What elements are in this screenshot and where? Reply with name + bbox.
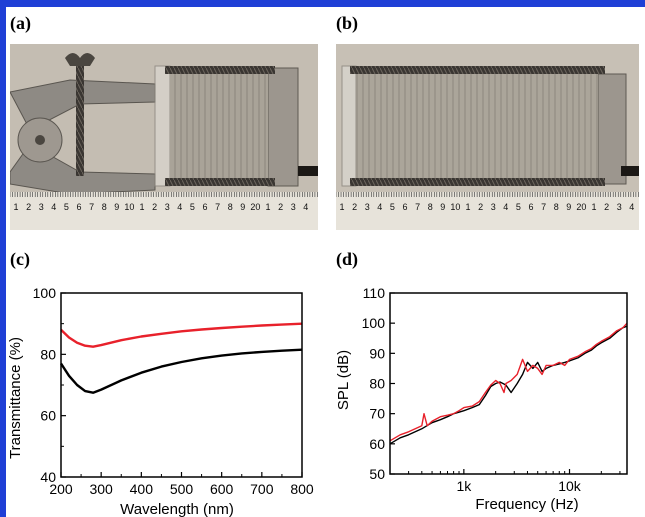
photo-a-ruler-number: 8 [102, 202, 107, 212]
panel-label-a: (a) [10, 13, 31, 33]
frame-top-bar [0, 0, 645, 7]
photo-a-ruler-number: 6 [76, 202, 81, 212]
chart-d-series-line-1 [389, 322, 628, 442]
photo-a-ruler-number: 9 [114, 202, 119, 212]
photo-b: 1 2 3 4 5 6 7 8 9 10 1 2 3 4 5 6 7 8 9 20 1 2 3 4 [336, 44, 639, 230]
photo-b-ruler-number: 9 [440, 202, 445, 212]
chart-d-ytick-label: 80 [369, 376, 385, 392]
photo-a-ruler-number: 20 [250, 202, 260, 212]
chart-d-series-line-0 [389, 325, 628, 445]
chart-c-ytick-label: 60 [40, 408, 56, 424]
photo-b-ruler-number: 5 [516, 202, 521, 212]
photo-b-ruler-number: 20 [576, 202, 586, 212]
chart-c-axes-frame [60, 292, 303, 478]
photo-b-ruler-number: 10 [450, 202, 460, 212]
photo-b-ruler-number: 9 [566, 202, 571, 212]
photo-a-ruler-number: 4 [303, 202, 308, 212]
chart-d-ytick-label: 70 [369, 406, 385, 422]
chart-c-xtick-label: 200 [49, 481, 73, 497]
photo-a-drawing: 1 2 3 4 5 6 7 8 9 10 1 2 3 4 5 6 7 8 9 20 1 2 3 4 [10, 44, 318, 230]
chart-c-series-line-0 [60, 322, 303, 348]
photo-b-ruler-number: 7 [541, 202, 546, 212]
photo-a-ruler-number: 2 [278, 202, 283, 212]
chart-c-ytick-label: 100 [33, 285, 57, 301]
photo-a-ruler-number: 5 [190, 202, 195, 212]
chart-d-ytick-label: 50 [369, 466, 385, 482]
panel-label-d: (d) [336, 249, 358, 269]
photo-b-ruler-number: 3 [617, 202, 622, 212]
chart-d-xtick-label: 10k [558, 478, 582, 494]
photo-b-ruler-number: 6 [528, 202, 533, 212]
chart-c-xtick-label: 600 [210, 481, 234, 497]
frame-left-bar [0, 0, 6, 517]
photo-a-ruler-number: 4 [177, 202, 182, 212]
chart-c-xtick-label: 400 [130, 481, 154, 497]
chart-c-xtick-label: 800 [290, 481, 314, 497]
photo-a-ruler-number: 8 [228, 202, 233, 212]
chart-c-xlabel: Wavelength (nm) [120, 501, 234, 517]
photo-b-ruler-number: 4 [377, 202, 382, 212]
chart-c-series-line-1 [59, 348, 303, 394]
photo-a-ruler-number: 9 [240, 202, 245, 212]
photo-b-ruler-number: 6 [402, 202, 407, 212]
chart-d-ytick-label: 60 [369, 436, 385, 452]
photo-a-ruler-number: 7 [89, 202, 94, 212]
chart-d-ytick-label: 100 [362, 315, 386, 331]
chart-d-xlabel: Frequency (Hz) [475, 496, 578, 513]
panel-label-c: (c) [10, 249, 30, 269]
chart-c-ytick-label: 80 [40, 346, 56, 362]
photo-b-ruler-number: 1 [465, 202, 470, 212]
photo-a-ruler-number: 2 [152, 202, 157, 212]
photo-b-ruler-number: 5 [390, 202, 395, 212]
photo-a-ruler-number: 3 [165, 202, 170, 212]
photo-b-ruler-number: 1 [339, 202, 344, 212]
chart-c-xtick-label: 300 [89, 481, 113, 497]
photo-a-ruler-number: 10 [124, 202, 134, 212]
photo-a-ruler-number: 7 [215, 202, 220, 212]
chart-c-ylabel: Transmittance (%) [7, 337, 24, 459]
photo-a-ruler-number: 1 [265, 202, 270, 212]
photo-b-ruler-number: 2 [604, 202, 609, 212]
photo-a-ruler-number: 1 [13, 202, 18, 212]
photo-b-ruler-number: 4 [629, 202, 634, 212]
photo-a-ruler-number: 5 [64, 202, 69, 212]
photo-a-ruler-number: 3 [291, 202, 296, 212]
photo-b-ruler-number: 8 [428, 202, 433, 212]
transmittance-chart: Transmittance (%) Wavelength (nm) 40 60 80… [7, 285, 314, 517]
photo-b-ruler-number: 3 [491, 202, 496, 212]
chart-d-ytick-label: 110 [363, 285, 386, 301]
photo-a-ruler-number: 3 [39, 202, 44, 212]
chart-c-xtick-label: 500 [170, 481, 194, 497]
photo-b-ruler-number: 2 [352, 202, 357, 212]
photo-b-ruler-number: 2 [478, 202, 483, 212]
chart-d-axes-frame [389, 292, 628, 475]
photo-a-ruler-number: 1 [139, 202, 144, 212]
chart-c-xtick-label: 700 [250, 481, 274, 497]
photo-b-ruler-number: 4 [503, 202, 508, 212]
chart-d-ylabel: SPL (dB) [335, 350, 352, 410]
photo-a-ruler-number: 2 [26, 202, 31, 212]
photo-a: 1 2 3 4 5 6 7 8 9 10 1 2 3 4 5 6 7 8 9 20 1 2 3 4 [10, 44, 318, 230]
photo-a-ruler-number: 4 [51, 202, 56, 212]
photo-b-ruler-number: 7 [415, 202, 420, 212]
panel-label-b: (b) [336, 13, 358, 33]
photo-b-ruler-number: 1 [591, 202, 596, 212]
chart-d-xtick-label: 1k [456, 478, 472, 494]
photo-a-ruler-number: 6 [202, 202, 207, 212]
photo-b-ruler-number: 8 [554, 202, 559, 212]
chart-d-ytick-label: 90 [369, 345, 385, 361]
chart-c-ytick-label: 40 [40, 469, 56, 485]
photo-b-drawing: 1 2 3 4 5 6 7 8 9 10 1 2 3 4 5 6 7 8 9 20 1 2 3 4 [336, 44, 639, 230]
photo-b-ruler-number: 3 [365, 202, 370, 212]
spl-chart: SPL (dB) Frequency (Hz) 50 60 70 80 90 100 110… [335, 285, 628, 513]
